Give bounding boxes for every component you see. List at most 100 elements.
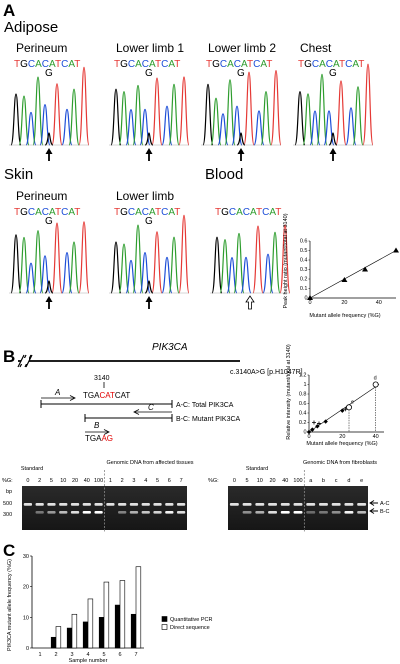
gel2-band-ac-label: A-C	[380, 501, 390, 507]
band-mutant	[293, 511, 303, 514]
base: T	[55, 207, 61, 218]
chromatogram-peak	[178, 214, 190, 294]
bar-direct-2	[55, 626, 62, 649]
base: T	[358, 59, 364, 70]
bar-direct-5	[103, 581, 110, 649]
data-point	[343, 407, 348, 412]
base: A	[319, 59, 326, 70]
y-tick-label: 0	[303, 430, 306, 436]
data-point	[323, 419, 328, 424]
break-gap	[21, 358, 29, 364]
band-mutant	[82, 511, 91, 514]
y-tick-label: 0.2	[300, 277, 308, 283]
chromatogram-peak	[270, 69, 282, 146]
band-mutant	[165, 511, 174, 514]
base: C	[345, 59, 352, 70]
chromatogram-peak	[345, 107, 357, 146]
y-tick-label: 0.6	[300, 239, 308, 245]
base: C	[142, 59, 149, 70]
base: T	[114, 59, 120, 70]
base: T	[55, 59, 61, 70]
band-mutant	[176, 511, 186, 514]
lane-label: d	[347, 478, 350, 484]
mutant-peak	[328, 132, 338, 146]
band-mutant	[118, 511, 127, 514]
b-seq-mut: AG	[101, 434, 113, 443]
data-point	[310, 427, 315, 432]
y-tick-label: 0.2	[299, 420, 307, 426]
base: A	[352, 59, 359, 70]
base: T	[256, 207, 262, 218]
chromatogram-peak	[294, 90, 306, 146]
chromatogram-peak	[252, 225, 264, 294]
gene-name: PIK3CA	[152, 342, 188, 353]
band-total	[229, 503, 239, 506]
chromatogram-peak	[219, 239, 231, 294]
plot-a-axes: 0 0.1 0.2 0.3 0.4 0.5 0.6 0 20 40	[300, 239, 399, 306]
base: A	[149, 207, 156, 218]
band-mutant	[35, 511, 44, 514]
band-total	[118, 503, 127, 506]
base-sequence: TGCACATCAT	[114, 59, 180, 70]
bar-qpcr-6	[114, 604, 121, 649]
base: T	[275, 207, 281, 218]
chromatogram-peak	[51, 222, 63, 294]
base: C	[42, 207, 49, 218]
lane-label: 5	[246, 478, 249, 484]
band-mutant	[280, 511, 290, 514]
base: C	[61, 59, 68, 70]
band-mutant	[357, 511, 367, 514]
bar-qpcr-4	[82, 621, 89, 649]
base: C	[262, 207, 269, 218]
base: A	[168, 59, 175, 70]
base: T	[114, 207, 120, 218]
arrow-icon-head	[45, 296, 53, 302]
band-total	[106, 503, 115, 506]
base: A	[35, 59, 42, 70]
base: T	[74, 207, 80, 218]
band-total	[47, 503, 56, 506]
base: A	[236, 207, 243, 218]
chromatogram-peak	[243, 71, 255, 146]
chromatogram-peak	[110, 88, 122, 146]
point-label-d: d	[374, 376, 377, 382]
lane-label: 7	[180, 478, 183, 484]
band-mutant	[141, 511, 150, 514]
lane-label: 40	[84, 478, 90, 484]
legend-label: Quantitative PCR	[170, 617, 213, 623]
base: C	[61, 207, 68, 218]
base: C	[161, 59, 168, 70]
band-total	[35, 503, 44, 506]
base: T	[14, 59, 20, 70]
break-edge-2	[25, 354, 33, 368]
base: A	[333, 59, 340, 70]
chromatogram-peak	[335, 80, 347, 146]
ref-seq-mut: CAT	[99, 391, 115, 400]
chromatogram-peak	[233, 232, 245, 294]
chromatogram-peak	[10, 234, 22, 294]
x-tick-label: 7	[134, 652, 137, 658]
plot-a-ylabel: Peak height ratio (mutant/total at 3140)	[283, 213, 289, 308]
arrow-icon-head	[329, 148, 337, 154]
lane-label: 2	[38, 478, 41, 484]
chromatogram-peak	[139, 108, 151, 146]
mutant-peak	[144, 280, 154, 294]
data-point	[393, 247, 399, 253]
gel2-background	[228, 486, 368, 530]
base: T	[155, 207, 161, 218]
base: C	[128, 59, 135, 70]
primer-c-label: C	[148, 403, 154, 412]
chromatogram-peak	[32, 76, 44, 146]
x-tick-label: 20	[339, 434, 345, 440]
chart-c-plot: 0 10 20 30 1 2 3 4 5 6 7 Quantitative PCR Direct seq…	[23, 554, 213, 658]
chromatogram-peak	[161, 256, 173, 294]
mutant-base: G	[237, 68, 245, 79]
panel-b-letter: B	[3, 347, 15, 366]
arrow-icon-head	[145, 296, 153, 302]
lane-label: 100	[94, 478, 103, 484]
gel1-header-right-text: Genomic DNA from affected tissues	[106, 460, 193, 466]
chromatogram-peak	[269, 231, 281, 294]
mutant-base: G	[329, 68, 337, 79]
